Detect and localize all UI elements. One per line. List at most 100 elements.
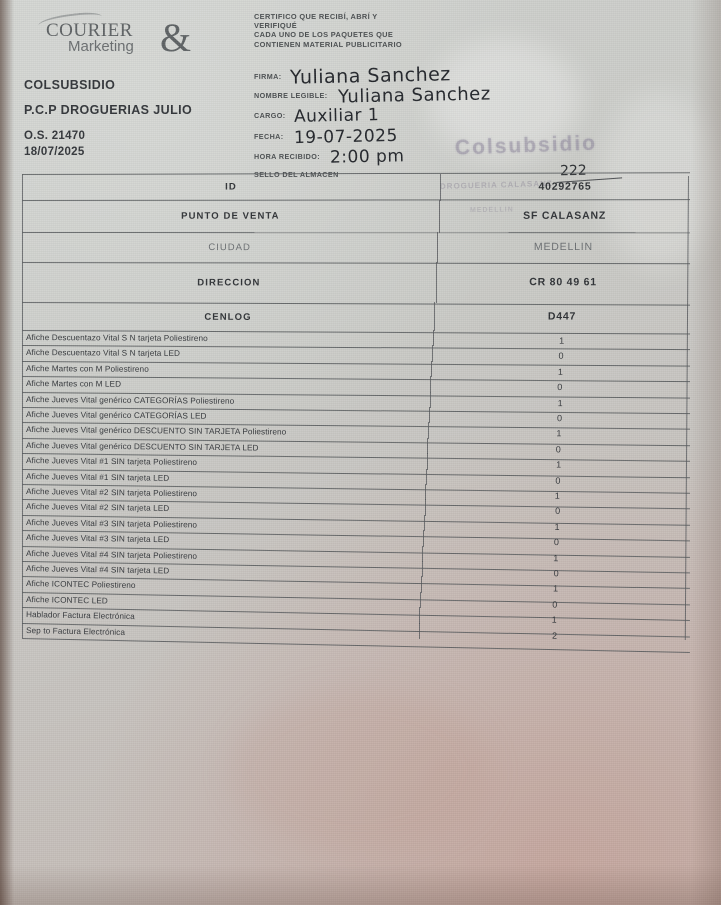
table-header-row: CENLOG D447 xyxy=(22,302,690,330)
certification-line: CERTIFICO QUE RECIBÍ, ABRÍ Y xyxy=(254,12,378,21)
logo-subword: Marketing xyxy=(68,38,134,55)
paper-shadow xyxy=(230,690,490,850)
field-label: FIRMA: xyxy=(254,72,282,81)
table-row: Afiche Jueves Vital #2 SIN tarjeta Polie… xyxy=(22,484,690,500)
logo-ampersand-icon: & xyxy=(160,15,192,60)
item-label: Afiche ICONTEC LED xyxy=(25,594,108,606)
table-row: Afiche Jueves Vital #3 SIN tarjeta LED 0 xyxy=(22,530,690,547)
header-value: SF CALASANZ xyxy=(522,209,606,222)
field-label: NOMBRE LEGIBLE: xyxy=(254,91,328,100)
field-hora-recibido: HORA RECIBIDO: 2:00 pm xyxy=(254,144,405,168)
table-row: Afiche ICONTEC Poliestireno 1 xyxy=(22,576,690,594)
table-row: Afiche Jueves Vital #2 SIN tarjeta LED 0 xyxy=(22,499,690,516)
table-header-label-cell: CIUDAD xyxy=(22,232,437,262)
header-value: MEDELLIN xyxy=(534,241,594,254)
item-label: Afiche Jueves Vital #3 SIN tarjeta LED xyxy=(25,533,170,545)
item-label: Afiche Martes con M LED xyxy=(25,379,122,390)
header-value: 40292765 xyxy=(538,180,592,193)
warehouse-stamp: Colsubsidio xyxy=(454,131,598,160)
table-header-value-cell: 40292765 xyxy=(440,173,690,200)
table-header-value-cell: SF CALASANZ xyxy=(439,200,690,232)
table-row: Afiche Jueves Vital #1 SIN tarjeta Polie… xyxy=(22,453,690,469)
header-label: PUNTO DE VENTA xyxy=(181,210,280,222)
item-label: Sep to Factura Electrónica xyxy=(25,625,126,637)
item-value: 1 xyxy=(558,335,564,346)
header-label: ID xyxy=(225,180,237,192)
item-label: Afiche Jueves Vital #4 SIN tarjeta LED xyxy=(25,564,170,576)
item-label: Afiche Jueves Vital genérico CATEGORÍAS … xyxy=(25,410,207,421)
table-row: Afiche Descuentazo Vital S N tarjeta LED… xyxy=(22,345,690,361)
item-label: Afiche ICONTEC Poliestireno xyxy=(25,579,136,591)
table-header-label-cell: DIRECCION xyxy=(22,262,436,303)
table-row: Afiche Jueves Vital genérico DESCUENTO S… xyxy=(22,422,690,439)
table-header-row: DIRECCION CR 80 49 61 xyxy=(22,262,690,302)
item-label: Afiche Jueves Vital #4 SIN tarjeta Polie… xyxy=(25,548,198,561)
campaign-name: P.C.P DROGUERIAS JULIO xyxy=(24,103,193,117)
field-label: HORA RECIBIDO: xyxy=(254,152,321,161)
table-row: Afiche Jueves Vital genérico CATEGORÍAS … xyxy=(22,392,690,408)
client-name: COLSUBSIDIO xyxy=(24,78,116,92)
client-info: COLSUBSIDIO P.C.P DROGUERIAS JULIO xyxy=(24,78,192,117)
item-label: Hablador Factura Electrónica xyxy=(25,610,135,622)
table-row: Afiche Jueves Vital genérico CATEGORÍAS … xyxy=(22,407,690,423)
field-cargo: CARGO: Auxiliar 1 xyxy=(254,103,379,127)
table-row: Afiche Jueves Vital #3 SIN tarjeta Polie… xyxy=(22,515,690,531)
item-label: Afiche Descuentazo Vital S N tarjeta Pol… xyxy=(25,333,208,344)
item-label: Afiche Jueves Vital genérico DESCUENTO S… xyxy=(25,425,287,438)
item-value: 0 xyxy=(558,350,564,361)
item-label: Afiche Jueves Vital #2 SIN tarjeta Polie… xyxy=(25,487,198,499)
courier-marketing-logo: COURIER Marketing & xyxy=(20,10,210,60)
item-value: 1 xyxy=(558,366,564,377)
field-fecha: FECHA: 19-07-2025 xyxy=(254,124,398,148)
header-label: DIRECCION xyxy=(197,276,261,288)
header-label: CIUDAD xyxy=(208,241,251,253)
table-header-label-cell: ID xyxy=(22,173,440,200)
item-label: Afiche Jueves Vital #3 SIN tarjeta Polie… xyxy=(25,517,198,530)
header-value: D447 xyxy=(547,310,577,323)
header-value: CR 80 49 61 xyxy=(529,276,597,289)
table-row: Hablador Factura Electrónica 1 xyxy=(22,607,690,624)
table-header-row: PUNTO DE VENTA SF CALASANZ xyxy=(22,200,690,232)
item-value: 0 xyxy=(556,412,563,423)
order-date: 18/07/2025 xyxy=(24,146,85,158)
field-label: CARGO: xyxy=(254,111,286,120)
item-label: Afiche Jueves Vital genérico DESCUENTO S… xyxy=(25,440,259,453)
field-nombre-legible: NOMBRE LEGIBLE: Yuliana Sanchez xyxy=(254,82,491,107)
table-row: Sep to Factura Electrónica 2 xyxy=(22,623,690,641)
table-header-row: ID 40292765 xyxy=(22,174,690,200)
table-row: Afiche Martes con M Poliestireno 1 xyxy=(22,361,690,376)
table-row: Afiche Jueves Vital #1 SIN tarjeta LED 0 xyxy=(22,469,690,485)
item-label: Afiche Descuentazo Vital S N tarjeta LED xyxy=(25,348,181,359)
order-info: O.S. 21470 18/07/2025 xyxy=(24,128,85,160)
table-row: Afiche Jueves Vital genérico DESCUENTO S… xyxy=(22,438,690,454)
certification-line: CONTIENEN MATERIAL PUBLICITARIO xyxy=(254,39,402,49)
item-value: 1 xyxy=(557,397,563,408)
delivery-items-table: ID 40292765 PUNTO DE VENTA SF CALASANZ CIUDA… xyxy=(21,172,691,653)
table-row: Afiche Jueves Vital #4 SIN tarjeta LED 0 xyxy=(22,561,690,578)
table-row: Afiche Descuentazo Vital S N tarjeta Pol… xyxy=(22,330,690,345)
table-header-value-cell: D447 xyxy=(434,302,690,331)
table-row: Afiche Martes con M LED 0 xyxy=(22,376,690,392)
table-header-label-cell: CENLOG xyxy=(22,302,434,332)
item-label: Afiche Jueves Vital #1 SIN tarjeta Polie… xyxy=(25,456,198,468)
header-label: CENLOG xyxy=(204,311,252,323)
table-header-value-cell: MEDELLIN xyxy=(437,232,690,262)
item-value: 0 xyxy=(557,381,563,392)
field-label: FECHA: xyxy=(254,132,284,141)
item-label: Afiche Jueves Vital genérico CATEGORÍAS … xyxy=(25,394,235,406)
certification-text: CERTIFICO QUE RECIBÍ, ABRÍ Y VERIFIQUÉ C… xyxy=(254,12,504,49)
certification-line: CADA UNO DE LOS PAQUETES QUE xyxy=(254,30,394,40)
table-header-row: CIUDAD MEDELLIN xyxy=(22,232,690,262)
table-header-value-cell: CR 80 49 61 xyxy=(436,262,690,302)
field-firma: FIRMA: Yuliana Sanchez xyxy=(254,62,451,88)
item-label: Afiche Jueves Vital #1 SIN tarjeta LED xyxy=(25,471,170,483)
order-number: O.S. 21470 xyxy=(24,130,86,142)
table-row: Afiche ICONTEC LED 0 xyxy=(22,592,690,609)
item-value: 2 xyxy=(551,629,557,641)
table-row: Afiche Jueves Vital #4 SIN tarjeta Polie… xyxy=(22,546,690,563)
table-header-label-cell: PUNTO DE VENTA xyxy=(22,199,439,232)
field-value-handwritten: 2:00 pm xyxy=(330,146,406,168)
item-label: Afiche Jueves Vital #2 SIN tarjeta LED xyxy=(25,502,170,514)
certification-line: VERIFIQUÉ xyxy=(254,21,297,31)
